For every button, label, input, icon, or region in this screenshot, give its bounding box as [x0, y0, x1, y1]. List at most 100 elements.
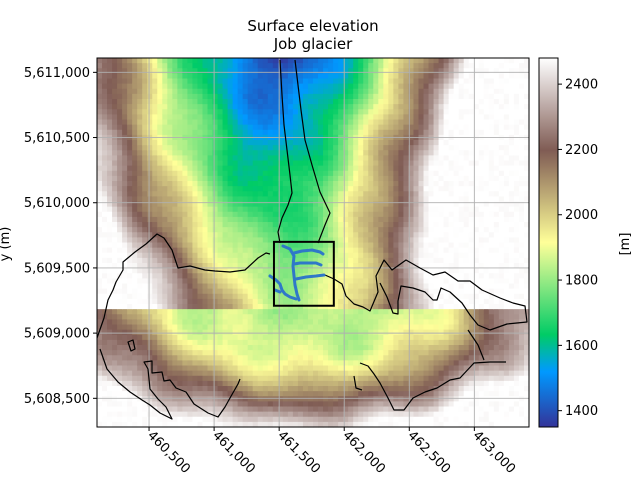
heatmap-cell [348, 401, 354, 408]
heatmap-cell [252, 309, 259, 315]
heatmap-cell [282, 232, 289, 238]
heatmap-cell [307, 232, 314, 238]
heatmap-cell [192, 421, 199, 428]
heatmap-cell [127, 391, 133, 397]
heatmap-cell [393, 416, 399, 423]
heatmap-cell [167, 150, 173, 156]
heatmap-cell [147, 334, 153, 341]
heatmap-cell [142, 165, 148, 172]
heatmap-cell [177, 298, 183, 305]
heatmap-cell [403, 119, 410, 126]
heatmap-cell [142, 263, 148, 269]
heatmap-cell [282, 273, 289, 279]
heatmap-cell [182, 370, 189, 377]
heatmap-cell [247, 63, 254, 69]
heatmap-cell [328, 319, 334, 326]
heatmap-cell [287, 73, 294, 80]
heatmap-cell [232, 237, 239, 244]
heatmap-cell [252, 360, 259, 367]
heatmap-cell [172, 196, 178, 203]
heatmap-cell [172, 109, 178, 115]
heatmap-cell [297, 283, 304, 290]
heatmap-cell [107, 416, 113, 423]
heatmap-cell [393, 145, 399, 151]
heatmap-cell [433, 278, 440, 285]
heatmap-cell [438, 268, 445, 274]
heatmap-cell [438, 288, 445, 295]
heatmap-cell [147, 345, 153, 351]
heatmap-cell [313, 88, 319, 95]
heatmap-cell [267, 181, 274, 187]
heatmap-cell [297, 288, 304, 295]
heatmap-cell [318, 329, 324, 336]
heatmap-cell [152, 155, 158, 162]
heatmap-cell [182, 211, 189, 218]
heatmap-cell [177, 93, 183, 100]
heatmap-cell [262, 319, 269, 326]
heatmap-cell [177, 386, 183, 392]
heatmap-cell [252, 196, 259, 203]
heatmap-cell [252, 170, 259, 177]
heatmap-cell [287, 411, 294, 418]
heatmap-cell [237, 350, 244, 356]
heatmap-cell [373, 421, 379, 428]
heatmap-cell [142, 391, 148, 397]
heatmap-cell [423, 355, 430, 361]
heatmap-cell [433, 83, 440, 90]
heatmap-cell [403, 329, 410, 336]
heatmap-cell [137, 288, 143, 295]
heatmap-cell [117, 406, 123, 413]
heatmap-cell [137, 345, 143, 351]
heatmap-cell [232, 406, 239, 413]
heatmap-cell [232, 401, 239, 408]
heatmap-cell [363, 114, 369, 121]
heatmap-cell [318, 355, 324, 361]
heatmap-cell [378, 257, 384, 264]
heatmap-cell [282, 63, 289, 69]
heatmap-cell [328, 416, 334, 423]
heatmap-cell [338, 360, 344, 367]
heatmap-cell [207, 175, 214, 182]
heatmap-cell [313, 63, 319, 69]
heatmap-cell [107, 334, 113, 341]
heatmap-cell [423, 380, 430, 387]
heatmap-cell [242, 206, 249, 213]
heatmap-cell [423, 150, 430, 156]
heatmap-cell [197, 222, 204, 228]
heatmap-cell [343, 257, 349, 264]
heatmap-cell [227, 257, 234, 264]
heatmap-cell [142, 140, 148, 146]
heatmap-cell [152, 160, 158, 167]
heatmap-cell [182, 360, 189, 367]
heatmap-cell [162, 257, 168, 264]
heatmap-cell [202, 319, 209, 326]
heatmap-cell [202, 119, 209, 126]
heatmap-cell [323, 150, 329, 156]
heatmap-cell [217, 370, 224, 377]
heatmap-cell [338, 257, 344, 264]
heatmap-cell [378, 319, 384, 326]
heatmap-cell [438, 114, 445, 121]
heatmap-cell [132, 334, 138, 341]
heatmap-cell [157, 339, 163, 346]
heatmap-cell [222, 237, 229, 244]
heatmap-cell [177, 99, 183, 105]
heatmap-cell [287, 104, 294, 110]
heatmap-cell [267, 119, 274, 126]
heatmap-cell [157, 181, 163, 187]
heatmap-cell [202, 196, 209, 203]
heatmap-cell [127, 314, 133, 320]
heatmap-cell [338, 58, 344, 64]
heatmap-cell [237, 140, 244, 146]
heatmap-cell [323, 334, 329, 341]
heatmap-cell [398, 93, 405, 100]
heatmap-cell [307, 391, 314, 397]
heatmap-cell [102, 375, 108, 382]
heatmap-cell [338, 304, 344, 310]
heatmap-cell [398, 58, 405, 64]
heatmap-cell [102, 68, 108, 74]
heatmap-cell [408, 78, 415, 85]
heatmap-cell [313, 124, 319, 131]
heatmap-cell [132, 186, 138, 192]
heatmap-cell [343, 119, 349, 126]
